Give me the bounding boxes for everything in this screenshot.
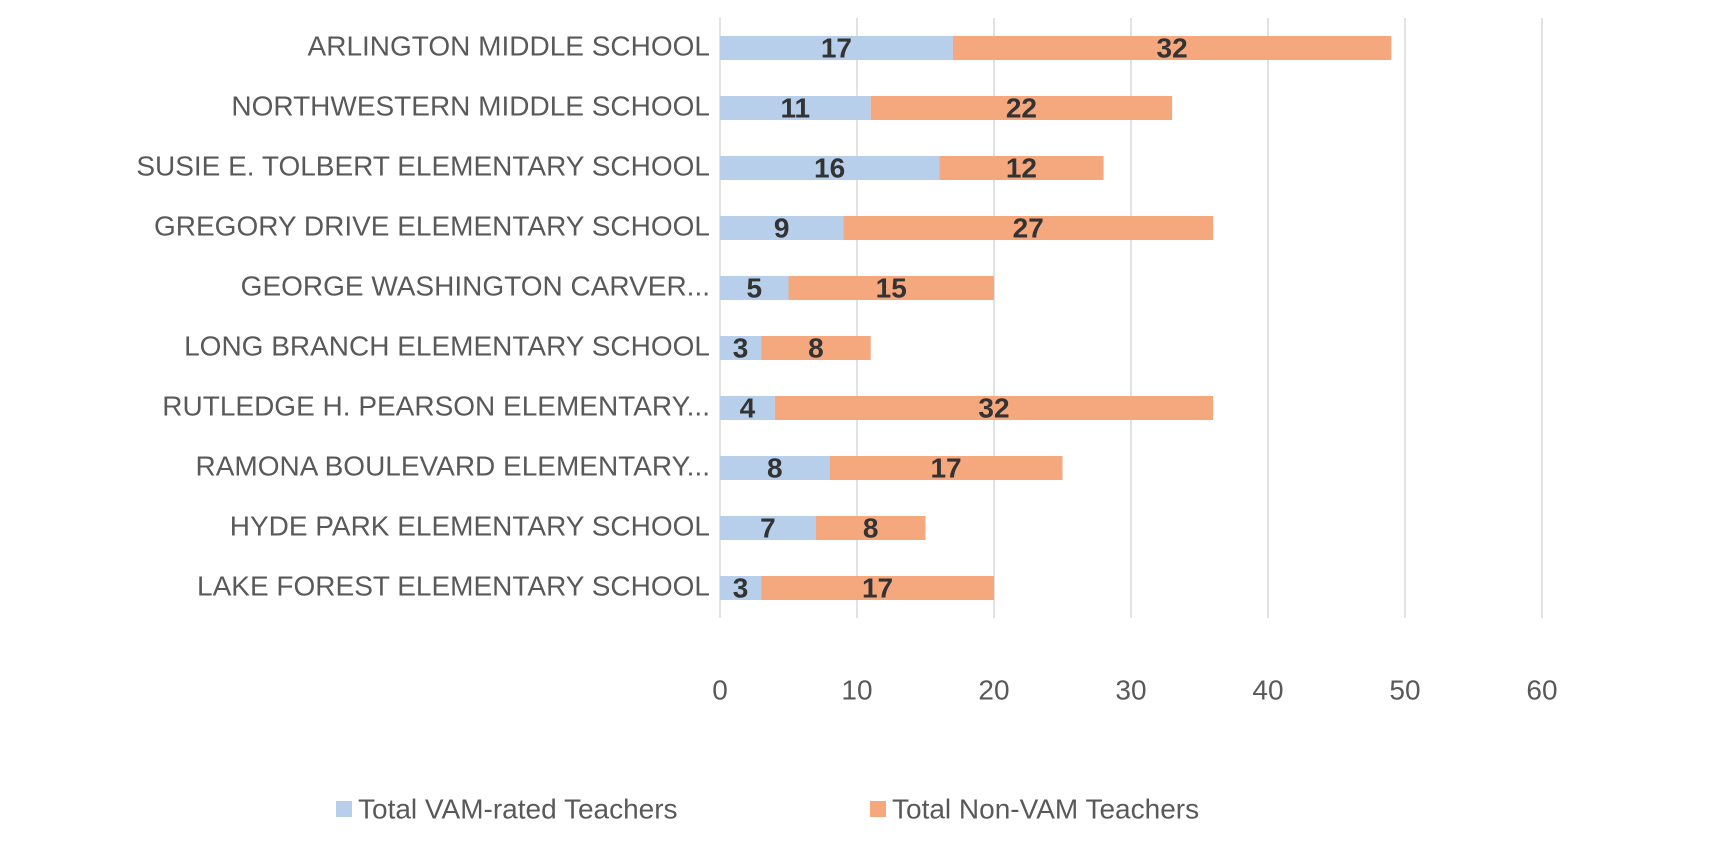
data-label: 8 — [767, 452, 783, 483]
bar-segment — [720, 276, 789, 300]
data-label: 16 — [814, 152, 845, 183]
y-tick-label: GEORGE WASHINGTON CARVER... — [241, 270, 710, 301]
y-tick-label: ARLINGTON MIDDLE SCHOOL — [308, 30, 710, 61]
bar-segment — [774, 396, 1214, 420]
data-label: 4 — [740, 392, 756, 423]
bar-segment — [788, 276, 994, 300]
data-label: 32 — [1157, 32, 1188, 63]
x-tick-label: 30 — [1115, 674, 1146, 705]
x-tick-label: 0 — [712, 674, 728, 705]
data-label: 7 — [760, 512, 776, 543]
bar-segment — [720, 336, 762, 360]
data-label: 11 — [781, 92, 811, 123]
bar-segment — [761, 336, 871, 360]
data-label: 5 — [746, 272, 762, 303]
bar-segment — [829, 456, 1063, 480]
legend-swatch — [870, 801, 886, 817]
data-label: 3 — [733, 332, 749, 363]
x-tick-label: 50 — [1389, 674, 1420, 705]
bar-segment — [843, 216, 1214, 240]
data-label: 32 — [978, 392, 1009, 423]
y-tick-label: LAKE FOREST ELEMENTARY SCHOOL — [197, 570, 710, 601]
data-label: 22 — [1006, 92, 1037, 123]
data-label: 15 — [876, 272, 907, 303]
x-tick-label: 10 — [841, 674, 872, 705]
data-label: 9 — [774, 212, 790, 243]
bar-segment — [720, 156, 940, 180]
bar-segment — [720, 96, 871, 120]
bar-segment — [720, 456, 830, 480]
bar-segment — [720, 576, 762, 600]
data-label: 8 — [863, 512, 879, 543]
bar-segment — [939, 156, 1104, 180]
x-tick-label: 40 — [1252, 674, 1283, 705]
data-label: 17 — [821, 32, 852, 63]
y-tick-label: SUSIE E. TOLBERT ELEMENTARY SCHOOL — [136, 150, 710, 181]
data-label: 17 — [930, 452, 961, 483]
bar-segment — [761, 576, 994, 600]
data-label: 17 — [862, 572, 893, 603]
y-tick-label: HYDE PARK ELEMENTARY SCHOOL — [230, 510, 710, 541]
bar-segment — [720, 36, 953, 60]
bar-segment — [720, 216, 844, 240]
legend-swatch — [336, 801, 352, 817]
data-label: 27 — [1013, 212, 1044, 243]
bar-segment — [815, 516, 926, 540]
bar-segment — [870, 96, 1173, 120]
legend-label: Total Non-VAM Teachers — [892, 793, 1199, 824]
y-tick-label: RUTLEDGE H. PEARSON ELEMENTARY... — [162, 390, 710, 421]
bar-segment — [720, 396, 775, 420]
y-tick-label: GREGORY DRIVE ELEMENTARY SCHOOL — [154, 210, 710, 241]
data-label: 3 — [733, 572, 749, 603]
x-tick-label: 20 — [978, 674, 1009, 705]
x-tick-label: 60 — [1526, 674, 1557, 705]
y-tick-label: LONG BRANCH ELEMENTARY SCHOOL — [184, 330, 710, 361]
data-label: 12 — [1006, 152, 1037, 183]
y-tick-label: NORTHWESTERN MIDDLE SCHOOL — [231, 90, 710, 121]
data-label: 8 — [808, 332, 824, 363]
bar-segment — [952, 36, 1392, 60]
legend-label: Total VAM-rated Teachers — [358, 793, 678, 824]
bar-segment — [720, 516, 816, 540]
y-tick-label: RAMONA BOULEVARD ELEMENTARY... — [195, 450, 710, 481]
